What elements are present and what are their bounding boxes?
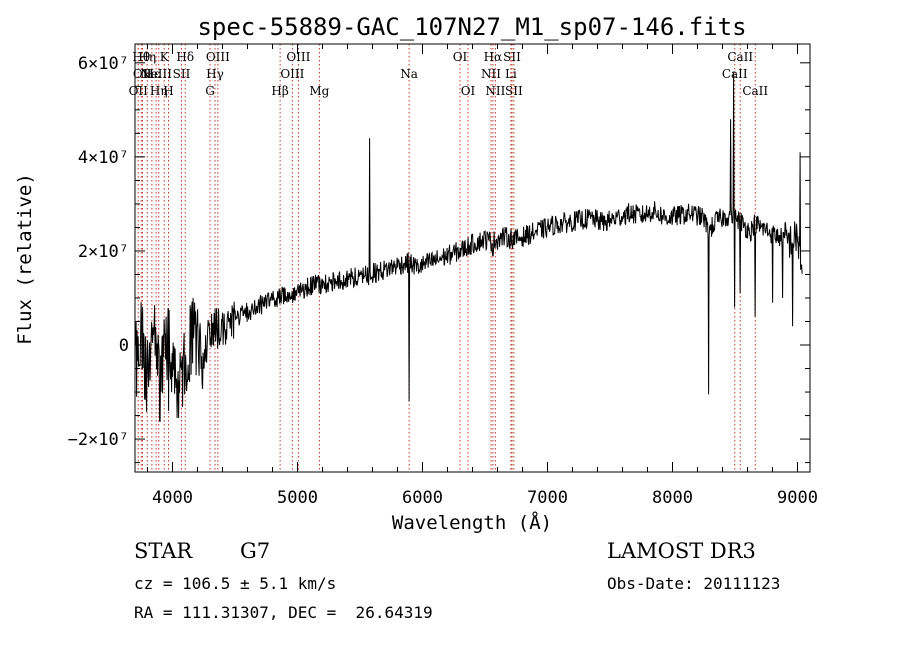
spectral-line-label: Hα: [484, 50, 503, 64]
spectral-line-label: OII: [133, 67, 153, 81]
spectrum-trace: [135, 72, 803, 423]
y-tick-label: 6×10⁷: [78, 54, 129, 74]
spectral-line-label: Li: [505, 67, 517, 81]
spectral-line-label: OIII: [280, 67, 304, 81]
x-tick-label: 6000: [402, 488, 443, 508]
spectral-line-label: K: [160, 50, 170, 64]
spectral-line-label: Hε: [144, 67, 161, 81]
spectral-line-label: OI: [453, 50, 468, 64]
y-axis: −2×10⁷ 0 2×10⁷ 4×10⁷ 6×10⁷: [68, 54, 810, 464]
spectral-line-label: G: [205, 84, 215, 98]
spectral-line-label: Hθ: [132, 50, 150, 64]
spectral-line-label: Hβ: [271, 84, 288, 98]
spectral-line-label: Mg: [309, 84, 329, 98]
x-tick-label: 9000: [777, 488, 818, 508]
spectral-line-label: OIII: [206, 50, 230, 64]
y-tick-label: 4×10⁷: [78, 148, 129, 168]
spectral-line-label: Hγ: [206, 67, 224, 81]
spectral-line-label: Hη: [138, 50, 156, 64]
coordinates-label: RA = 111.31307, DEC = 26.64319: [134, 603, 433, 622]
spectral-line-label: CaII: [742, 84, 768, 98]
obs-date-label: Obs-Date: 20111123: [607, 574, 781, 593]
y-tick-label: 2×10⁷: [78, 242, 129, 262]
x-axis-title: Wavelength (Å): [392, 511, 552, 534]
x-tick-label: 8000: [652, 488, 693, 508]
spectral-line-label: Na: [400, 67, 418, 81]
spectrum-line: [135, 72, 803, 423]
survey-label: LAMOST DR3: [607, 539, 756, 563]
spectral-line-label: SII: [505, 84, 523, 98]
spectral-line-label: SII: [503, 50, 521, 64]
line-markers: [137, 44, 756, 472]
spectral-line-label: CaII: [722, 67, 748, 81]
line-labels: OIIHθOIIHηHεNeIIIHηKHSIIHδGHγOIIIHβOIIIO…: [129, 50, 769, 98]
spectral-line-label: OII: [129, 84, 149, 98]
subclass-label: G7: [240, 539, 271, 563]
spectral-line-label: NeIII: [140, 67, 172, 81]
spectral-line-label: CaII: [727, 50, 753, 64]
spectral-line-label: NII: [485, 84, 505, 98]
spectral-line-label: Hη: [150, 84, 168, 98]
x-axis: 4000 5000 6000 7000 8000 9000: [147, 44, 818, 508]
y-tick-label: −2×10⁷: [68, 430, 129, 450]
spectral-line-label: OI: [461, 84, 476, 98]
x-tick-label: 5000: [277, 488, 318, 508]
spectral-line-label: H: [163, 84, 173, 98]
y-axis-title: Flux (relative): [14, 173, 36, 345]
spectral-line-label: OIII: [286, 50, 310, 64]
spectral-line-label: NII: [481, 67, 501, 81]
spectral-line-label: Hδ: [176, 50, 194, 64]
x-tick-label: 4000: [152, 488, 193, 508]
redshift-label: cz = 106.5 ± 5.1 km/s: [134, 574, 337, 593]
x-tick-label: 7000: [527, 488, 568, 508]
chart-title: spec-55889-GAC_107N27_M1_sp07-146.fits: [197, 13, 746, 41]
y-tick-label: 0: [119, 336, 129, 356]
classification-label: STAR: [134, 539, 193, 563]
spectral-line-label: SII: [173, 67, 191, 81]
